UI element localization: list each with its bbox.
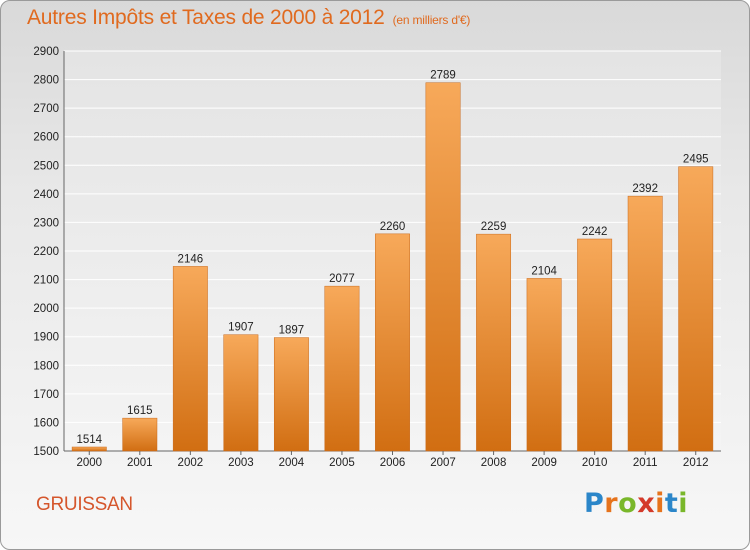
y-tick-label: 1900 [33, 332, 59, 344]
logo-letter: r [604, 488, 619, 519]
bar [476, 233, 512, 452]
bar [324, 285, 360, 452]
data-label: 2077 [329, 273, 355, 285]
y-tick-label: 1600 [33, 417, 59, 429]
y-tick-label: 1500 [33, 446, 59, 458]
logo-letter: t [664, 488, 679, 519]
data-label: 2146 [178, 253, 204, 265]
x-tick-label: 2007 [430, 457, 456, 469]
data-label: 2495 [683, 154, 709, 166]
y-tick-label: 2700 [33, 103, 59, 115]
chart-title-unit: (en milliers d'€) [392, 13, 471, 27]
x-tick-label: 2001 [127, 457, 153, 469]
y-tick-label: 2400 [33, 189, 59, 201]
y-tick-label: 2200 [33, 246, 59, 258]
bar [526, 278, 562, 452]
data-label: 2392 [632, 183, 658, 195]
bar [577, 238, 613, 452]
bar [375, 233, 410, 452]
chart-title: Autres Impôts et Taxes de 2000 à 2012 (en… [27, 6, 470, 30]
chart-title-text: Autres Impôts et Taxes de 2000 à 2012 [27, 6, 385, 29]
x-tick-label: 2006 [380, 457, 406, 469]
data-label: 1907 [228, 322, 254, 334]
x-tick-label: 2002 [178, 457, 204, 469]
logo-letter: P [584, 488, 605, 519]
data-label: 2104 [531, 265, 557, 277]
y-tick-label: 1800 [33, 360, 59, 372]
y-tick-label: 2300 [33, 217, 59, 229]
x-tick-label: 2008 [481, 457, 507, 469]
y-tick-label: 2900 [33, 46, 59, 58]
bar [172, 266, 208, 452]
x-tick-label: 2005 [329, 457, 355, 469]
x-tick-label: 2011 [633, 457, 658, 469]
y-tick-label: 2800 [33, 75, 59, 87]
x-tick-label: 2012 [683, 457, 709, 469]
x-tick-label: 2009 [531, 457, 557, 469]
x-tick-label: 2003 [228, 457, 254, 469]
bar [273, 337, 309, 452]
y-tick-label: 2100 [33, 275, 59, 287]
logo-letter: x [637, 488, 656, 519]
bar [71, 446, 107, 452]
logo-letter: o [618, 488, 638, 519]
data-label: 1514 [76, 434, 102, 446]
data-label: 2789 [430, 70, 456, 82]
bar [678, 166, 714, 452]
bar [223, 334, 259, 452]
y-tick-label: 2500 [33, 160, 59, 172]
proxiti-logo: Proxiti [584, 488, 688, 519]
data-label: 2242 [582, 226, 608, 238]
data-label: 1615 [127, 405, 153, 417]
logo-letter: i [655, 488, 665, 519]
data-label: 2259 [481, 221, 507, 233]
x-tick-label: 2010 [582, 457, 608, 469]
data-label: 1897 [279, 325, 305, 337]
place-name: GRUISSAN [36, 494, 133, 515]
logo-letter: i [678, 488, 689, 519]
y-tick-label: 1700 [33, 389, 59, 401]
y-tick-label: 2000 [33, 303, 59, 315]
y-tick-label: 2600 [33, 132, 59, 144]
x-tick-label: 2000 [76, 457, 102, 469]
bar [627, 195, 663, 452]
bar [122, 417, 158, 452]
bar [425, 82, 461, 452]
data-label: 2260 [380, 221, 406, 233]
x-tick-label: 2004 [279, 457, 305, 469]
